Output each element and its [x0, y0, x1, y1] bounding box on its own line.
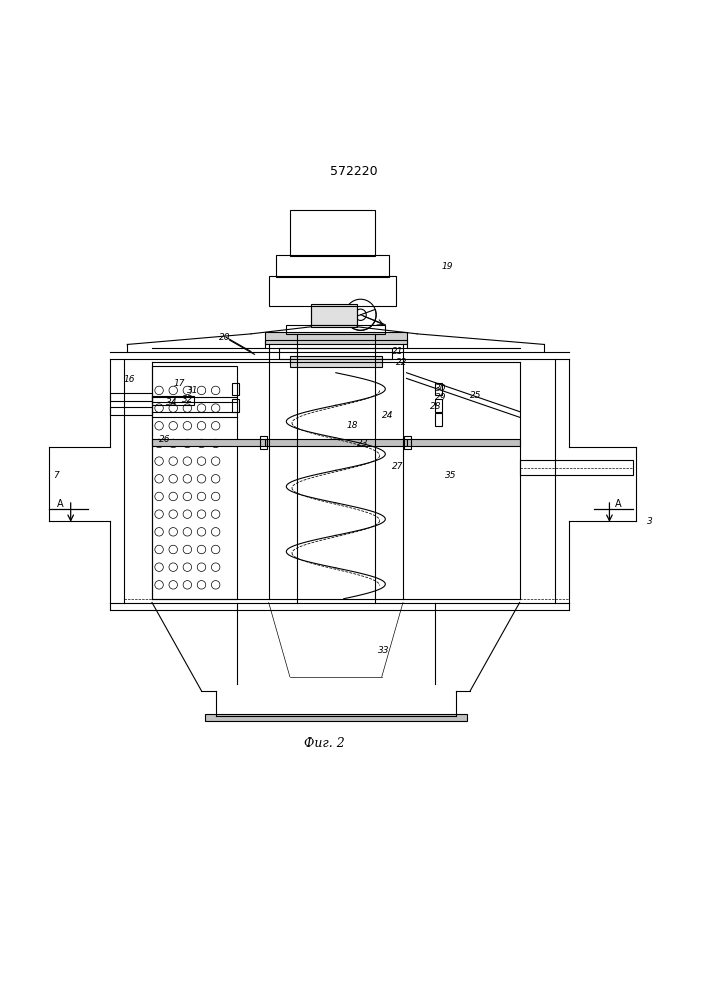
Text: 31: 31: [187, 386, 199, 395]
Bar: [276, 255, 389, 277]
Bar: [286, 325, 385, 334]
Text: 30: 30: [435, 384, 446, 393]
Text: 26: 26: [159, 435, 170, 444]
Bar: [265, 439, 407, 446]
Bar: [290, 356, 382, 367]
Text: 18: 18: [346, 421, 358, 430]
Text: 16: 16: [124, 375, 135, 384]
Bar: [110, 407, 152, 415]
Bar: [290, 210, 375, 256]
Bar: [152, 439, 265, 446]
Text: 34: 34: [166, 398, 177, 407]
Text: 23: 23: [357, 439, 368, 448]
Text: 32: 32: [182, 395, 194, 404]
Bar: [435, 413, 442, 426]
Text: Фиг. 2: Фиг. 2: [304, 737, 345, 750]
Text: 19: 19: [442, 262, 453, 271]
Bar: [260, 436, 267, 449]
Bar: [279, 348, 392, 359]
Text: 20: 20: [219, 333, 230, 342]
Bar: [265, 332, 407, 344]
Bar: [435, 399, 442, 412]
Text: A: A: [615, 499, 622, 509]
Text: 572220: 572220: [329, 165, 378, 178]
Text: 35: 35: [445, 471, 457, 480]
Bar: [407, 439, 520, 446]
Bar: [205, 714, 467, 721]
Text: 29: 29: [435, 393, 446, 402]
Bar: [520, 460, 633, 475]
Bar: [265, 340, 407, 348]
Bar: [404, 436, 411, 449]
Text: 27: 27: [392, 462, 404, 471]
Text: A: A: [57, 499, 64, 509]
Text: 22: 22: [396, 358, 407, 367]
Bar: [152, 396, 194, 405]
Text: 28: 28: [430, 402, 441, 411]
Bar: [269, 276, 396, 306]
Text: 7: 7: [53, 471, 59, 480]
Text: 33: 33: [378, 646, 390, 655]
Text: 3: 3: [647, 517, 653, 526]
Text: 25: 25: [470, 391, 481, 400]
Text: 24: 24: [382, 411, 393, 420]
Text: 21: 21: [392, 347, 404, 356]
Bar: [232, 383, 239, 395]
Bar: [311, 306, 357, 325]
Bar: [110, 393, 152, 401]
Text: 17: 17: [173, 379, 185, 388]
Bar: [152, 366, 237, 599]
Bar: [311, 304, 357, 327]
Bar: [435, 383, 442, 395]
Bar: [232, 399, 239, 412]
